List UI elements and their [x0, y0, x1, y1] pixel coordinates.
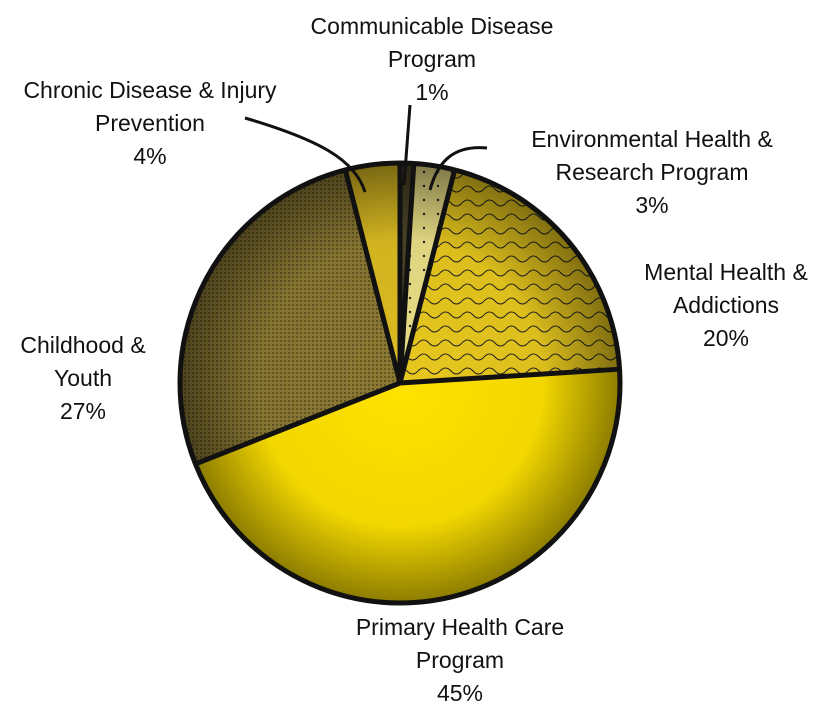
slice-edge: [397, 163, 417, 384]
slice-label: Communicable Disease Program 1%: [287, 10, 577, 109]
leader-line: [402, 104, 412, 186]
leader-line: [244, 116, 367, 193]
category-label: Communicable Disease Program: [310, 13, 554, 72]
slice-label: Childhood & Youth 27%: [8, 329, 158, 428]
category-label: Environmental Health & Research Program: [531, 126, 773, 185]
slice-edge: [342, 169, 403, 384]
value-label: 3%: [635, 192, 669, 218]
value-label: 4%: [133, 143, 167, 169]
value-label: 1%: [415, 79, 449, 105]
value-label: 45%: [436, 680, 484, 706]
category-label: Chronic Disease & Injury Prevention: [23, 77, 277, 136]
value-label: 27%: [59, 398, 107, 424]
category-label: Childhood & Youth: [20, 332, 146, 391]
slice-edge: [397, 169, 458, 384]
leader-line: [428, 146, 488, 191]
slice-label: Environmental Health & Research Program 3…: [521, 123, 783, 222]
category-label: Mental Health & Addictions: [644, 259, 808, 318]
slice-label: Mental Health & Addictions 20%: [626, 256, 820, 355]
slice-label: Primary Health Care Program 45%: [310, 611, 610, 710]
pie-outline: [177, 160, 623, 606]
value-label: 20%: [702, 325, 750, 351]
slice-label: Chronic Disease & Injury Prevention 4%: [5, 74, 295, 173]
slice-edge: [399, 366, 620, 386]
slice-edge: [194, 380, 401, 467]
category-label: Primary Health Care Program: [355, 614, 565, 673]
